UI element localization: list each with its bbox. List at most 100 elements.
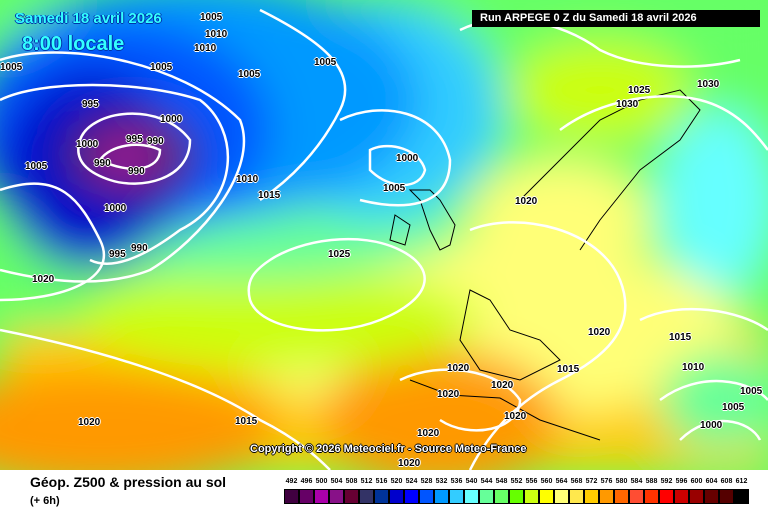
- legend-swatch: 516: [373, 478, 389, 504]
- isobars: [0, 8, 768, 470]
- legend-value: 492: [285, 478, 298, 485]
- legend-color: [718, 489, 734, 504]
- isobar-label: 1030: [697, 79, 720, 90]
- isobar-label: 1010: [682, 362, 705, 373]
- legend-color: [583, 489, 599, 504]
- legend-swatch: 576: [598, 478, 614, 504]
- isobar-label: 1010: [194, 43, 217, 54]
- isobar-label: 1020: [447, 363, 470, 374]
- isobar-label: 1005: [200, 12, 223, 23]
- legend-color: [658, 489, 674, 504]
- legend-color: [553, 489, 569, 504]
- legend-color: [448, 489, 464, 504]
- legend-value: 512: [360, 478, 373, 485]
- legend-value: 560: [540, 478, 553, 485]
- isobar-label: 1020: [78, 417, 101, 428]
- isobar-label: 1025: [628, 85, 651, 96]
- isobar-label: 1005: [150, 62, 173, 73]
- legend-value: 516: [375, 478, 388, 485]
- date-label: Samedi 18 avril 2026: [15, 10, 162, 27]
- isobar-label: 1005: [383, 183, 406, 194]
- legend-value: 556: [525, 478, 538, 485]
- legend-value: 568: [570, 478, 583, 485]
- legend-color: [283, 489, 299, 504]
- legend-value: 580: [615, 478, 628, 485]
- legend-color: [388, 489, 404, 504]
- legend-color: [703, 489, 719, 504]
- legend-swatch: 508: [343, 478, 359, 504]
- legend-swatch: 552: [508, 478, 524, 504]
- legend-value: 532: [435, 478, 448, 485]
- legend-swatch: 556: [523, 478, 539, 504]
- legend-swatch: 584: [628, 478, 644, 504]
- legend-value: 564: [555, 478, 568, 485]
- isobar-label: 1010: [236, 174, 259, 185]
- legend-value: 572: [585, 478, 598, 485]
- isobar-label: 1020: [32, 274, 55, 285]
- isobar-label: 990: [94, 158, 111, 169]
- legend-color: [598, 489, 614, 504]
- legend-value: 528: [420, 478, 433, 485]
- legend-value: 540: [465, 478, 478, 485]
- legend-swatch: 528: [418, 478, 434, 504]
- forecast-offset: (+ 6h): [30, 495, 60, 507]
- isobar-label: 1000: [700, 420, 723, 431]
- isobar-label: 1000: [104, 203, 127, 214]
- legend-swatch: 540: [463, 478, 479, 504]
- legend-color: [688, 489, 704, 504]
- legend-color: [613, 489, 629, 504]
- legend-swatch: 512: [358, 478, 374, 504]
- legend-value: 576: [600, 478, 613, 485]
- isobar-label: 1030: [616, 99, 639, 110]
- isobar-label: 995: [82, 99, 99, 110]
- legend-value: 504: [330, 478, 343, 485]
- legend-value: 500: [315, 478, 328, 485]
- isobar-label: 990: [131, 243, 148, 254]
- isobar-label: 1015: [235, 416, 258, 427]
- legend-swatch: 496: [298, 478, 314, 504]
- legend-color: [433, 489, 449, 504]
- legend-value: 588: [645, 478, 658, 485]
- legend-color: [418, 489, 434, 504]
- legend-value: 548: [495, 478, 508, 485]
- legend-color: [328, 489, 344, 504]
- legend-swatch: 592: [658, 478, 674, 504]
- legend-value: 496: [300, 478, 313, 485]
- legend-color: [463, 489, 479, 504]
- isobar-label: 1020: [504, 411, 527, 422]
- legend-color: [523, 489, 539, 504]
- isobar-label: 1000: [76, 139, 99, 150]
- isobar-label: 1010: [205, 29, 228, 40]
- legend-swatch: 564: [553, 478, 569, 504]
- map-title: Géop. Z500 & pression au sol: [30, 474, 227, 490]
- legend-color: [373, 489, 389, 504]
- legend-color: [643, 489, 659, 504]
- legend-value: 596: [675, 478, 688, 485]
- legend-swatch: 568: [568, 478, 584, 504]
- legend-color: [493, 489, 509, 504]
- isobar-label: 1020: [588, 327, 611, 338]
- legend-value: 544: [480, 478, 493, 485]
- legend-value: 612: [735, 478, 748, 485]
- legend-value: 604: [705, 478, 718, 485]
- legend-swatch: 492: [283, 478, 299, 504]
- legend-swatch: 572: [583, 478, 599, 504]
- isobar-label: 1020: [417, 428, 440, 439]
- legend-footer: Géop. Z500 & pression au sol (+ 6h) 492 4…: [0, 470, 768, 512]
- isobar-label: 1005: [238, 69, 261, 80]
- isobar-label: 990: [147, 136, 164, 147]
- legend-swatch: 580: [613, 478, 629, 504]
- legend-value: 592: [660, 478, 673, 485]
- legend-value: 508: [345, 478, 358, 485]
- legend-color: [313, 489, 329, 504]
- legend-color: [358, 489, 374, 504]
- legend-swatch: 548: [493, 478, 509, 504]
- legend-color: [343, 489, 359, 504]
- legend-swatch: 520: [388, 478, 404, 504]
- legend-swatch: 588: [643, 478, 659, 504]
- isobar-label: 1015: [258, 190, 281, 201]
- legend-color: [298, 489, 314, 504]
- local-time-label: 8:00 locale: [22, 33, 125, 55]
- legend-swatch: 504: [328, 478, 344, 504]
- legend-value: 600: [690, 478, 703, 485]
